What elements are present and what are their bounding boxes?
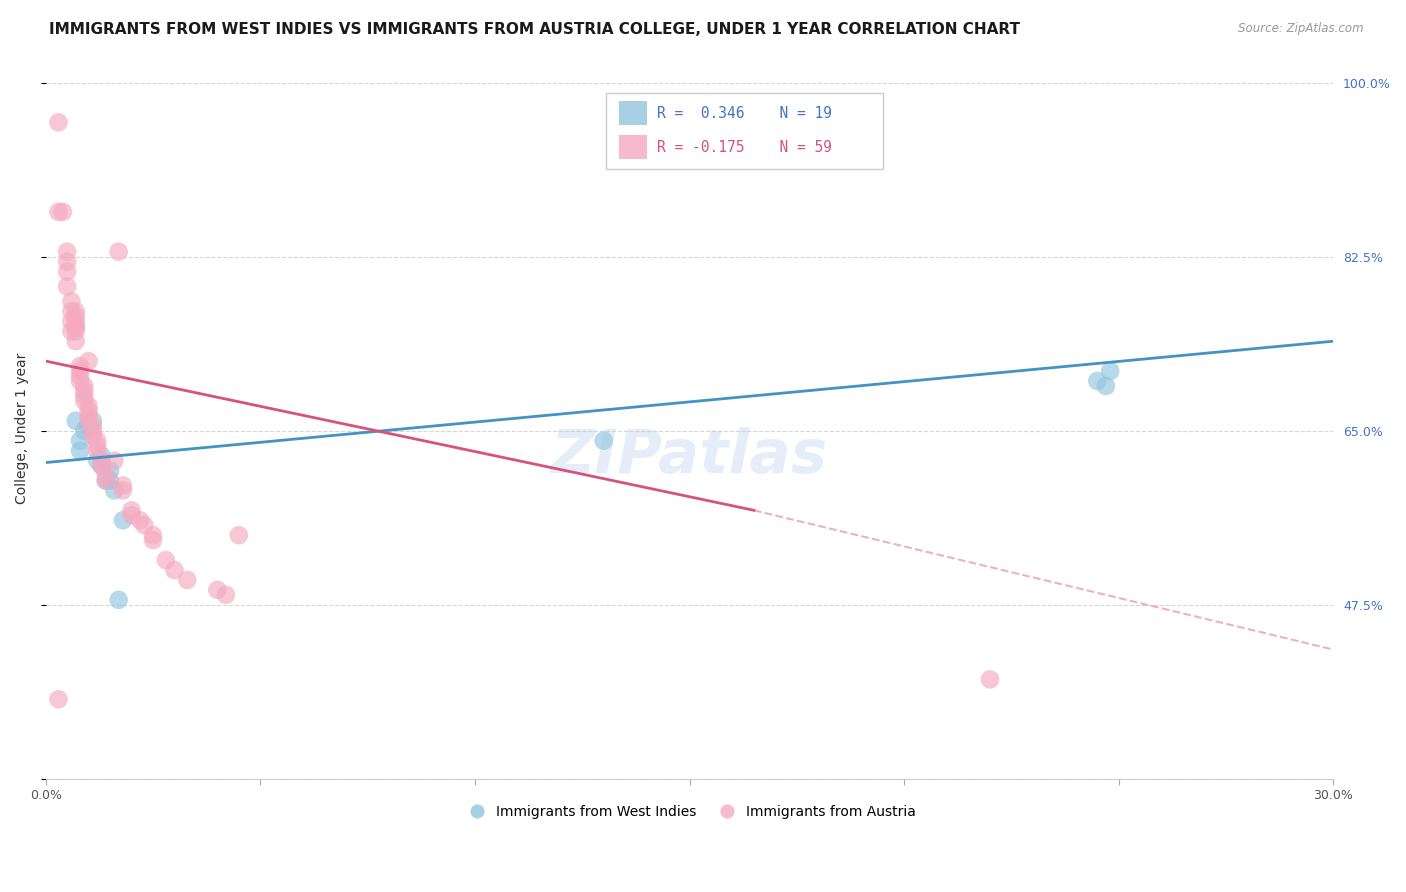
Point	[65, 319, 87, 334]
Point	[56, 279, 79, 293]
Bar	[619, 135, 647, 159]
Point	[52, 205, 75, 219]
Point	[86, 434, 108, 448]
Point	[163, 563, 186, 577]
Point	[60, 304, 83, 318]
Point	[60, 324, 83, 338]
Point	[111, 478, 134, 492]
Point	[592, 434, 614, 448]
Point	[48, 205, 70, 219]
Point	[77, 409, 100, 423]
Point	[90, 458, 112, 473]
Point	[77, 354, 100, 368]
Point	[82, 418, 104, 433]
Point	[90, 458, 112, 473]
Y-axis label: College, Under 1 year: College, Under 1 year	[15, 352, 30, 504]
Point	[73, 389, 96, 403]
Point	[48, 115, 70, 129]
Point	[73, 379, 96, 393]
Point	[77, 404, 100, 418]
Point	[73, 424, 96, 438]
Point	[82, 424, 104, 438]
Point	[77, 399, 100, 413]
Point	[60, 314, 83, 328]
Point	[86, 453, 108, 467]
Point	[134, 518, 156, 533]
Text: Source: ZipAtlas.com: Source: ZipAtlas.com	[1239, 22, 1364, 36]
Point	[90, 449, 112, 463]
Point	[1099, 364, 1122, 378]
Point	[56, 254, 79, 268]
Point	[155, 553, 177, 567]
Point	[228, 528, 250, 542]
Point	[65, 324, 87, 338]
Point	[121, 503, 143, 517]
Text: R =  0.346    N = 19: R = 0.346 N = 19	[658, 106, 832, 120]
Point	[69, 374, 91, 388]
Point	[73, 384, 96, 398]
Point	[121, 508, 143, 523]
Point	[56, 244, 79, 259]
Point	[69, 434, 91, 448]
Point	[98, 474, 121, 488]
Point	[65, 414, 87, 428]
Point	[103, 483, 125, 498]
Point	[48, 692, 70, 706]
Point	[176, 573, 198, 587]
FancyBboxPatch shape	[606, 93, 883, 169]
Point	[65, 334, 87, 349]
Point	[69, 359, 91, 373]
Point	[65, 314, 87, 328]
Point	[142, 533, 165, 548]
Point	[69, 369, 91, 384]
Point	[94, 474, 117, 488]
Point	[56, 264, 79, 278]
Point	[94, 468, 117, 483]
Point	[1095, 379, 1118, 393]
Point	[142, 528, 165, 542]
Legend: Immigrants from West Indies, Immigrants from Austria: Immigrants from West Indies, Immigrants …	[457, 799, 922, 824]
Point	[77, 418, 100, 433]
Point	[69, 443, 91, 458]
Point	[86, 443, 108, 458]
Point	[979, 673, 1001, 687]
Point	[111, 483, 134, 498]
Bar	[619, 102, 647, 125]
Point	[98, 463, 121, 477]
Point	[86, 439, 108, 453]
Point	[65, 319, 87, 334]
Text: R = -0.175    N = 59: R = -0.175 N = 59	[658, 139, 832, 154]
Point	[73, 393, 96, 408]
Point	[69, 364, 91, 378]
Point	[65, 310, 87, 324]
Point	[90, 453, 112, 467]
Point	[65, 304, 87, 318]
Point	[129, 513, 152, 527]
Text: IMMIGRANTS FROM WEST INDIES VS IMMIGRANTS FROM AUSTRIA COLLEGE, UNDER 1 YEAR COR: IMMIGRANTS FROM WEST INDIES VS IMMIGRANT…	[49, 22, 1021, 37]
Point	[107, 592, 129, 607]
Point	[82, 414, 104, 428]
Point	[1085, 374, 1108, 388]
Point	[103, 453, 125, 467]
Text: ZIPatlas: ZIPatlas	[551, 426, 828, 486]
Point	[77, 414, 100, 428]
Point	[215, 588, 238, 602]
Point	[111, 513, 134, 527]
Point	[82, 428, 104, 442]
Point	[207, 582, 229, 597]
Point	[94, 474, 117, 488]
Point	[107, 244, 129, 259]
Point	[60, 294, 83, 309]
